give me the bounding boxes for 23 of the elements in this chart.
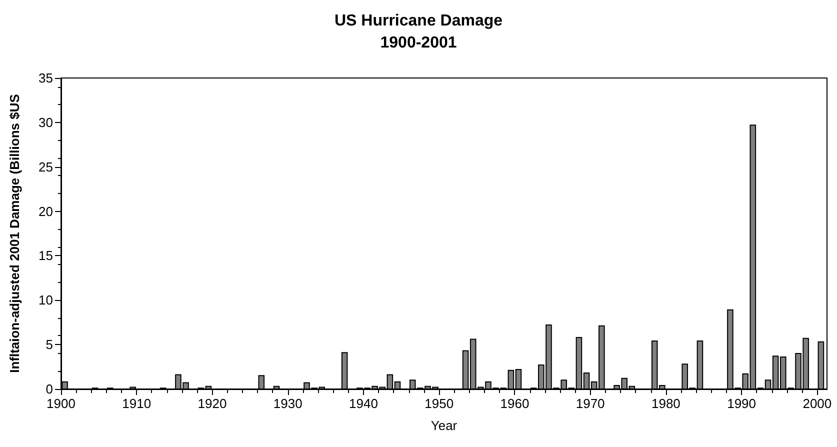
y-axis-title: Infltaion-adjusted 2001 Damage (Billions $US (7, 94, 22, 373)
chart-title: US Hurricane Damage (334, 12, 503, 30)
y-tick-label: 25 (38, 159, 53, 174)
chart-subtitle: 1900-2001 (380, 34, 457, 52)
x-tick-label: 1920 (198, 396, 227, 411)
y-tick-label: 30 (38, 114, 53, 130)
x-tick-label: 1900 (46, 396, 76, 411)
x-axis-title: Year (430, 418, 458, 433)
y-tick-label: 15 (38, 248, 53, 264)
y-tick-label: 5 (46, 337, 53, 352)
x-tick-label: 1960 (500, 396, 530, 411)
x-tick-label: 1910 (122, 396, 152, 411)
x-tick-label: 2000 (802, 396, 832, 411)
x-tick-label: 1970 (576, 396, 605, 411)
x-tick-label: 1950 (424, 396, 454, 411)
x-tick-label: 1930 (273, 396, 302, 411)
x-tick-label: 1990 (727, 396, 756, 411)
y-tick-label: 20 (38, 204, 53, 219)
y-tick-label: 10 (38, 292, 53, 308)
y-tick-label: 0 (46, 382, 53, 396)
y-tick-label: 35 (38, 70, 53, 86)
x-tick-label: 1940 (349, 396, 378, 411)
x-tick-label: 1980 (651, 396, 680, 411)
